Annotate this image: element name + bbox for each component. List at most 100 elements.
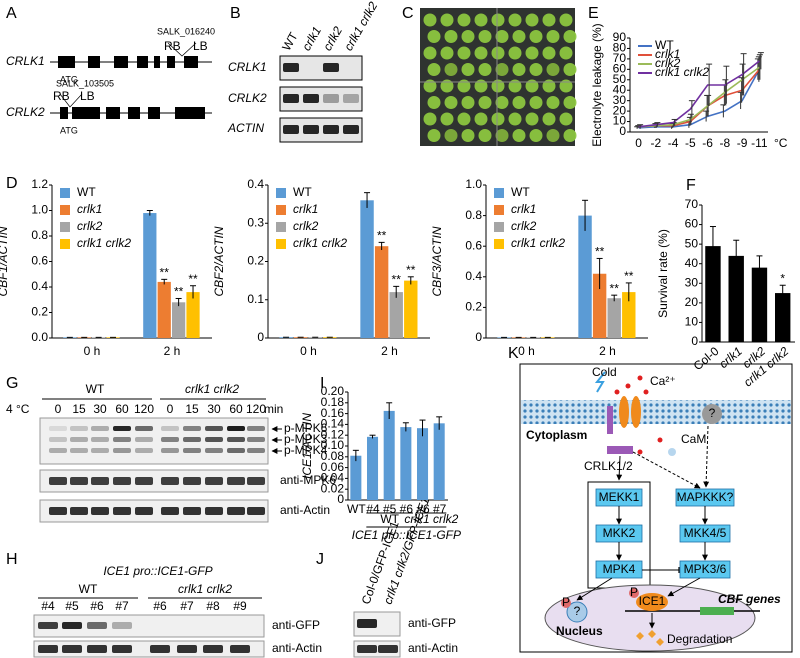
blot-band (183, 477, 201, 485)
seedling (491, 112, 505, 126)
blot (39, 469, 269, 493)
border: RB (53, 89, 70, 103)
legend-swatch (276, 188, 286, 198)
phospho-label: P (562, 595, 570, 609)
blot (33, 614, 265, 638)
panel-label: K (508, 345, 519, 362)
y-tick-label: 0.2 (465, 300, 482, 314)
blot-band (183, 448, 201, 453)
y-axis-label: CBF2/ACTIN (212, 226, 226, 296)
blot-band (247, 448, 265, 453)
panel-label: F (686, 177, 696, 194)
blot-band (323, 63, 339, 72)
channel (619, 396, 629, 428)
y-tick-label: 70 (685, 197, 699, 211)
blot-band (91, 426, 109, 431)
x-tick-label: 2 h (599, 344, 616, 358)
time-unit: min (264, 402, 283, 416)
bar (404, 280, 418, 338)
blot-band (70, 477, 88, 485)
legend-swatch (60, 205, 70, 215)
blot-band (247, 426, 265, 431)
bar (383, 410, 395, 500)
kinase-domain (607, 446, 633, 454)
y-tick-label: 0.2 (247, 254, 264, 268)
time-label: 30 (93, 402, 107, 416)
blot-band (283, 94, 299, 103)
bar (400, 427, 412, 500)
legend-label: WT (77, 185, 96, 199)
time-label: 60 (229, 402, 243, 416)
line (638, 68, 761, 129)
x-axis-label: °C (774, 136, 788, 150)
significance: * (780, 271, 785, 285)
blot-band (49, 477, 67, 485)
y-tick-label: 60 (685, 217, 699, 231)
bar (433, 423, 445, 500)
x-tick-label: 0 h (518, 344, 535, 358)
y-tick-label: 0.4 (465, 269, 482, 283)
border: LB (80, 89, 95, 103)
y-tick-label: 0 (475, 330, 482, 344)
blot-band (161, 437, 179, 442)
time-label: 0 (55, 402, 62, 416)
lane-label: crlk1 crlk2 (341, 0, 380, 53)
seedling (457, 46, 471, 60)
blot-band (49, 448, 67, 453)
antibody: anti-Actin (280, 503, 330, 517)
blot-band (161, 507, 179, 515)
blot-band (283, 63, 299, 72)
significance: ** (595, 245, 605, 259)
seedling (508, 46, 522, 60)
legend-swatch (60, 239, 70, 249)
lane-label: #8 (206, 599, 220, 613)
blot-band (113, 448, 131, 453)
seedling (495, 63, 509, 76)
seedling (512, 129, 526, 142)
y-axis-label: Electrolyte leakage (%) (590, 23, 604, 146)
legend-swatch (494, 205, 504, 215)
seedling (542, 13, 556, 27)
seedling (461, 30, 475, 43)
y-tick-label: 10 (685, 315, 699, 329)
x-tick-label: #4 (366, 502, 380, 516)
x-tick-label: -11 (751, 136, 768, 150)
bar (705, 246, 721, 342)
seedling (546, 30, 560, 43)
legend-swatch (276, 205, 286, 215)
bar (186, 292, 200, 338)
y-tick-label: 0.6 (465, 238, 482, 252)
seedling (559, 46, 573, 60)
blot-band (161, 477, 179, 485)
kinase-label: MKK2 (603, 526, 636, 540)
blot-band (227, 437, 245, 442)
y-tick-label: 1.2 (31, 177, 48, 191)
blot-band (247, 477, 265, 485)
genotype: WT (79, 582, 98, 596)
y-tick-label: 70 (613, 51, 627, 65)
kinase-label: MEKK1 (599, 490, 640, 504)
y-tick-label: 1.0 (31, 203, 48, 217)
fragments (636, 630, 664, 646)
significance: ** (160, 266, 170, 280)
x-tick-label: -6 (702, 136, 713, 150)
time-label: 15 (72, 402, 86, 416)
x-tick-label: 0 h (84, 344, 101, 358)
seedling (427, 96, 441, 109)
blot-band (205, 437, 223, 442)
legend-label: crlk1 (511, 202, 536, 216)
start-codon: ATG (60, 74, 78, 84)
blot-band (247, 507, 265, 515)
arrow (616, 455, 623, 481)
y-tick-label: 1.0 (465, 177, 482, 191)
blot-band (113, 426, 131, 431)
panel-label: C (402, 5, 414, 22)
legend-swatch (276, 222, 286, 232)
seedling (461, 129, 475, 142)
legend-label: crlk2 (655, 56, 681, 70)
seedling (444, 30, 458, 43)
ion (637, 375, 643, 381)
blot-band (49, 507, 67, 515)
band-label: p-MPK4 (284, 443, 328, 457)
blot-band (113, 437, 131, 442)
